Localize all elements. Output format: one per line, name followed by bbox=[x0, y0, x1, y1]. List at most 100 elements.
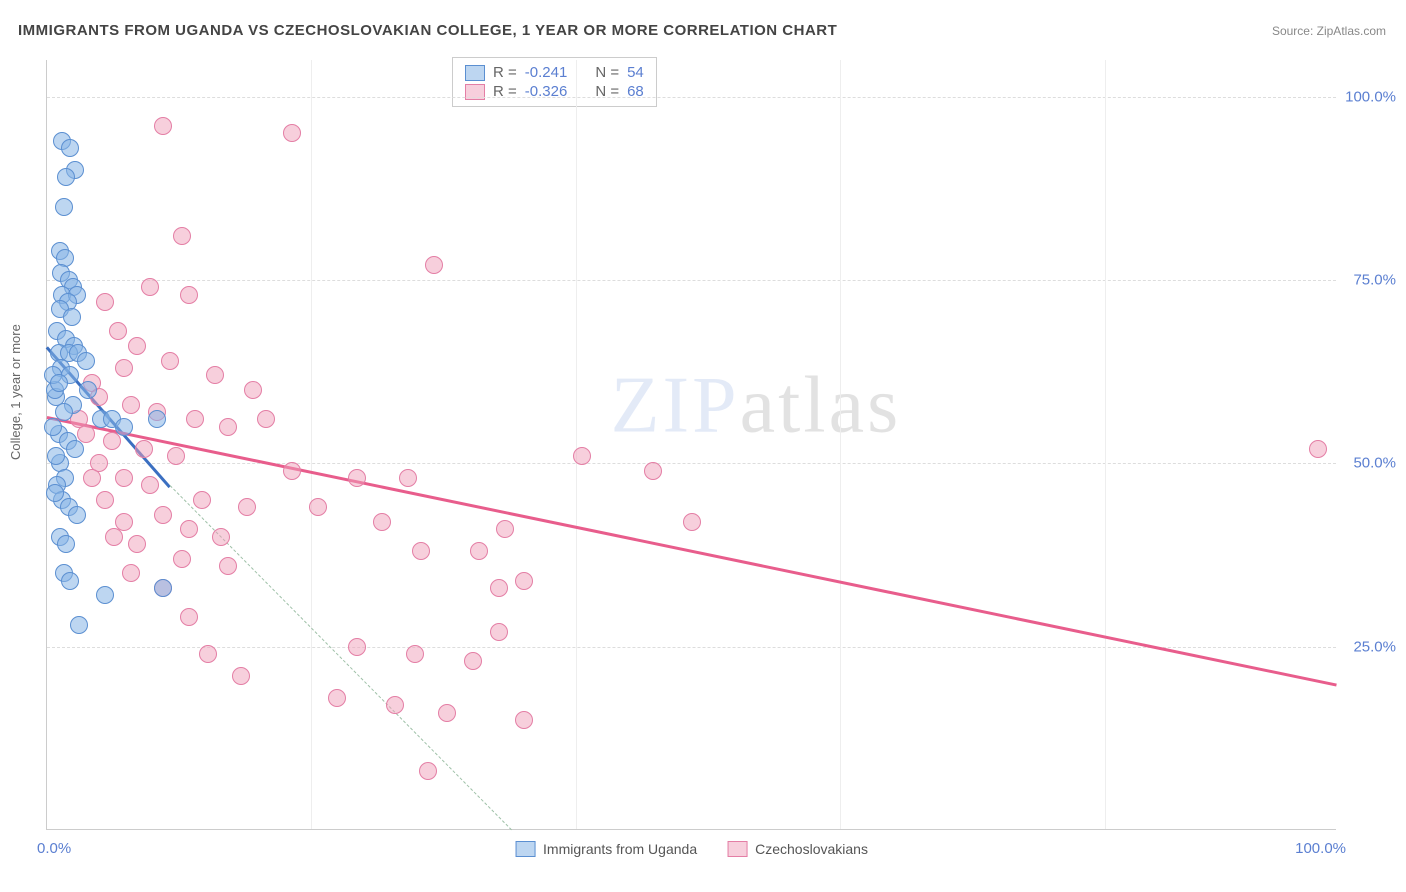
gridline-v bbox=[311, 60, 312, 829]
gridline-h bbox=[47, 280, 1336, 281]
data-point-czech bbox=[154, 506, 172, 524]
watermark-atlas: atlas bbox=[740, 362, 902, 450]
watermark: ZIPatlas bbox=[611, 361, 902, 452]
legend-r-value: -0.241 bbox=[525, 64, 568, 81]
data-point-czech bbox=[141, 278, 159, 296]
data-point-czech bbox=[438, 704, 456, 722]
legend-series-label: Immigrants from Uganda bbox=[543, 841, 697, 857]
data-point-czech bbox=[373, 513, 391, 531]
watermark-zip: ZIP bbox=[611, 362, 740, 450]
data-point-czech bbox=[199, 645, 217, 663]
source-attribution: Source: ZipAtlas.com bbox=[1272, 24, 1386, 38]
data-point-czech bbox=[515, 711, 533, 729]
data-point-czech bbox=[135, 440, 153, 458]
data-point-czech bbox=[122, 396, 140, 414]
data-point-czech bbox=[115, 469, 133, 487]
y-tick-label: 25.0% bbox=[1353, 638, 1396, 655]
data-point-czech bbox=[154, 117, 172, 135]
data-point-czech bbox=[419, 762, 437, 780]
data-point-czech bbox=[128, 535, 146, 553]
data-point-uganda bbox=[63, 308, 81, 326]
data-point-czech bbox=[96, 491, 114, 509]
data-point-czech bbox=[496, 520, 514, 538]
gridline-h bbox=[47, 463, 1336, 464]
data-point-czech bbox=[644, 462, 662, 480]
data-point-czech bbox=[490, 623, 508, 641]
data-point-czech bbox=[283, 124, 301, 142]
y-tick-label: 75.0% bbox=[1353, 272, 1396, 289]
data-point-uganda bbox=[115, 418, 133, 436]
data-point-czech bbox=[96, 293, 114, 311]
data-point-czech bbox=[515, 572, 533, 590]
data-point-czech bbox=[412, 542, 430, 560]
data-point-czech bbox=[180, 520, 198, 538]
data-point-czech bbox=[244, 381, 262, 399]
data-point-czech bbox=[83, 469, 101, 487]
data-point-czech bbox=[1309, 440, 1327, 458]
data-point-czech bbox=[328, 689, 346, 707]
data-point-uganda bbox=[68, 506, 86, 524]
legend-correlation: R = -0.241 N = 54R =-0.326N =68 bbox=[452, 57, 657, 107]
data-point-czech bbox=[115, 359, 133, 377]
x-tick-min: 0.0% bbox=[37, 840, 71, 857]
gridline-v bbox=[576, 60, 577, 829]
data-point-czech bbox=[406, 645, 424, 663]
data-point-czech bbox=[161, 352, 179, 370]
data-point-czech bbox=[573, 447, 591, 465]
legend-r-label: R = bbox=[493, 64, 517, 81]
data-point-czech bbox=[141, 476, 159, 494]
data-point-czech bbox=[219, 557, 237, 575]
data-point-czech bbox=[128, 337, 146, 355]
legend-n-label: N = bbox=[595, 64, 619, 81]
data-point-uganda bbox=[96, 586, 114, 604]
data-point-uganda bbox=[44, 418, 62, 436]
data-point-czech bbox=[683, 513, 701, 531]
legend-row: R = -0.241 N = 54 bbox=[465, 63, 644, 82]
data-point-czech bbox=[309, 498, 327, 516]
data-point-uganda bbox=[70, 616, 88, 634]
y-axis-label: College, 1 year or more bbox=[8, 324, 23, 460]
data-point-czech bbox=[206, 366, 224, 384]
gridline-v bbox=[840, 60, 841, 829]
gridline-v bbox=[1105, 60, 1106, 829]
legend-n-value: 54 bbox=[627, 64, 644, 81]
legend-swatch bbox=[465, 65, 485, 81]
data-point-czech bbox=[238, 498, 256, 516]
plot-area: ZIPatlas R =-0.241N =54R =-0.326N =68 Im… bbox=[46, 60, 1336, 830]
regression-line-czech bbox=[47, 416, 1337, 686]
data-point-uganda bbox=[47, 447, 65, 465]
legend-row: R =-0.326N =68 bbox=[465, 82, 644, 101]
data-point-uganda bbox=[57, 535, 75, 553]
data-point-czech bbox=[212, 528, 230, 546]
data-point-czech bbox=[103, 432, 121, 450]
legend-series-item: Czechoslovakians bbox=[727, 841, 868, 857]
data-point-uganda bbox=[66, 440, 84, 458]
data-point-czech bbox=[186, 410, 204, 428]
data-point-uganda bbox=[154, 579, 172, 597]
data-point-uganda bbox=[61, 139, 79, 157]
gridline-h bbox=[47, 97, 1336, 98]
source-label: Source: bbox=[1272, 24, 1317, 38]
y-tick-label: 50.0% bbox=[1353, 455, 1396, 472]
data-point-uganda bbox=[77, 352, 95, 370]
legend-series-label: Czechoslovakians bbox=[755, 841, 868, 857]
data-point-uganda bbox=[46, 484, 64, 502]
data-point-uganda bbox=[61, 572, 79, 590]
data-point-czech bbox=[470, 542, 488, 560]
data-point-uganda bbox=[55, 198, 73, 216]
chart-container: IMMIGRANTS FROM UGANDA VS CZECHOSLOVAKIA… bbox=[0, 0, 1406, 892]
data-point-czech bbox=[348, 469, 366, 487]
data-point-czech bbox=[173, 550, 191, 568]
data-point-czech bbox=[464, 652, 482, 670]
data-point-czech bbox=[105, 528, 123, 546]
data-point-czech bbox=[122, 564, 140, 582]
chart-title: IMMIGRANTS FROM UGANDA VS CZECHOSLOVAKIA… bbox=[18, 22, 837, 39]
source-link[interactable]: ZipAtlas.com bbox=[1317, 24, 1386, 38]
data-point-uganda bbox=[148, 410, 166, 428]
data-point-uganda bbox=[79, 381, 97, 399]
data-point-uganda bbox=[50, 374, 68, 392]
data-point-czech bbox=[490, 579, 508, 597]
data-point-czech bbox=[109, 322, 127, 340]
data-point-czech bbox=[348, 638, 366, 656]
data-point-czech bbox=[173, 227, 191, 245]
